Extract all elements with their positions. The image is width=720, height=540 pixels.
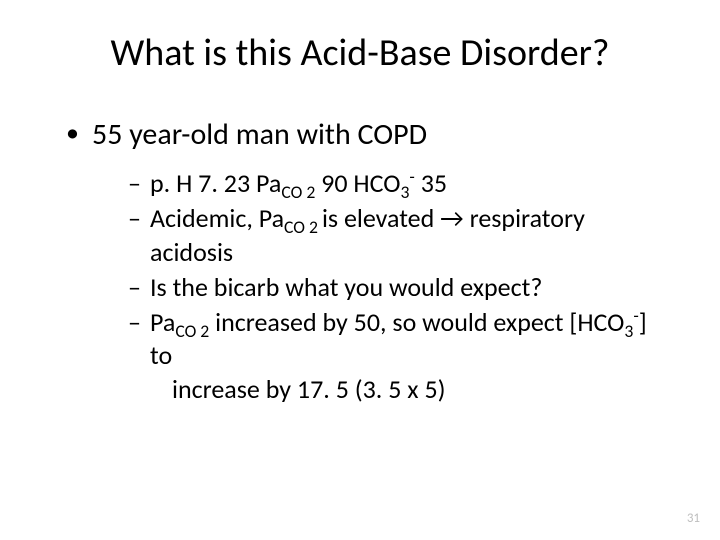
sub1-part-f: 35 <box>415 167 447 199</box>
bullet-item-1: 55 year-old man with COPD p. H 7. 23 PaC… <box>66 116 672 406</box>
sub-item-2: Acidemic, PaCO 2 is elevated → respirato… <box>128 202 672 269</box>
sub1-co2-subscript: CO 2 <box>281 181 315 203</box>
page-number: 31 <box>687 511 700 526</box>
bullet-list-level1: 55 year-old man with COPD p. H 7. 23 PaC… <box>48 116 672 406</box>
sub-item-1: p. H 7. 23 PaCO 2 90 HCO3- 35 <box>128 167 672 200</box>
slide: What is this Acid-Base Disorder? 55 year… <box>0 0 720 540</box>
sub4-part-c: increased by 50, so would expect [HCO <box>209 306 624 338</box>
sub1-part-a: p. H 7. 23 Pa <box>150 167 281 199</box>
sub-item-3: Is the bicarb what you would expect? <box>128 271 672 304</box>
arrow-icon: → <box>440 202 464 234</box>
sub4-part-a: Pa <box>150 306 175 338</box>
sub3-text: Is the bicarb what you would expect? <box>150 271 542 303</box>
bullet-1-text: 55 year-old man with COPD <box>92 116 427 153</box>
sub2-co2-subscript: CO 2 <box>284 216 322 238</box>
sub4-hco3-sub: 3 <box>624 320 633 342</box>
sub2-part-c: is elevated <box>322 202 440 234</box>
bullet-list-level2: p. H 7. 23 PaCO 2 90 HCO3- 35 Acidemic, … <box>92 167 672 406</box>
sub1-part-c: 90 HCO <box>315 167 400 199</box>
sub-item-4: PaCO 2 increased by 50, so would expect … <box>128 306 672 406</box>
slide-title: What is this Acid-Base Disorder? <box>48 30 672 76</box>
sub4-co2-subscript: CO 2 <box>175 320 209 342</box>
sub2-part-a: Acidemic, Pa <box>150 202 284 234</box>
sub4-line2: increase by 17. 5 (3. 5 x 5) <box>150 373 672 406</box>
